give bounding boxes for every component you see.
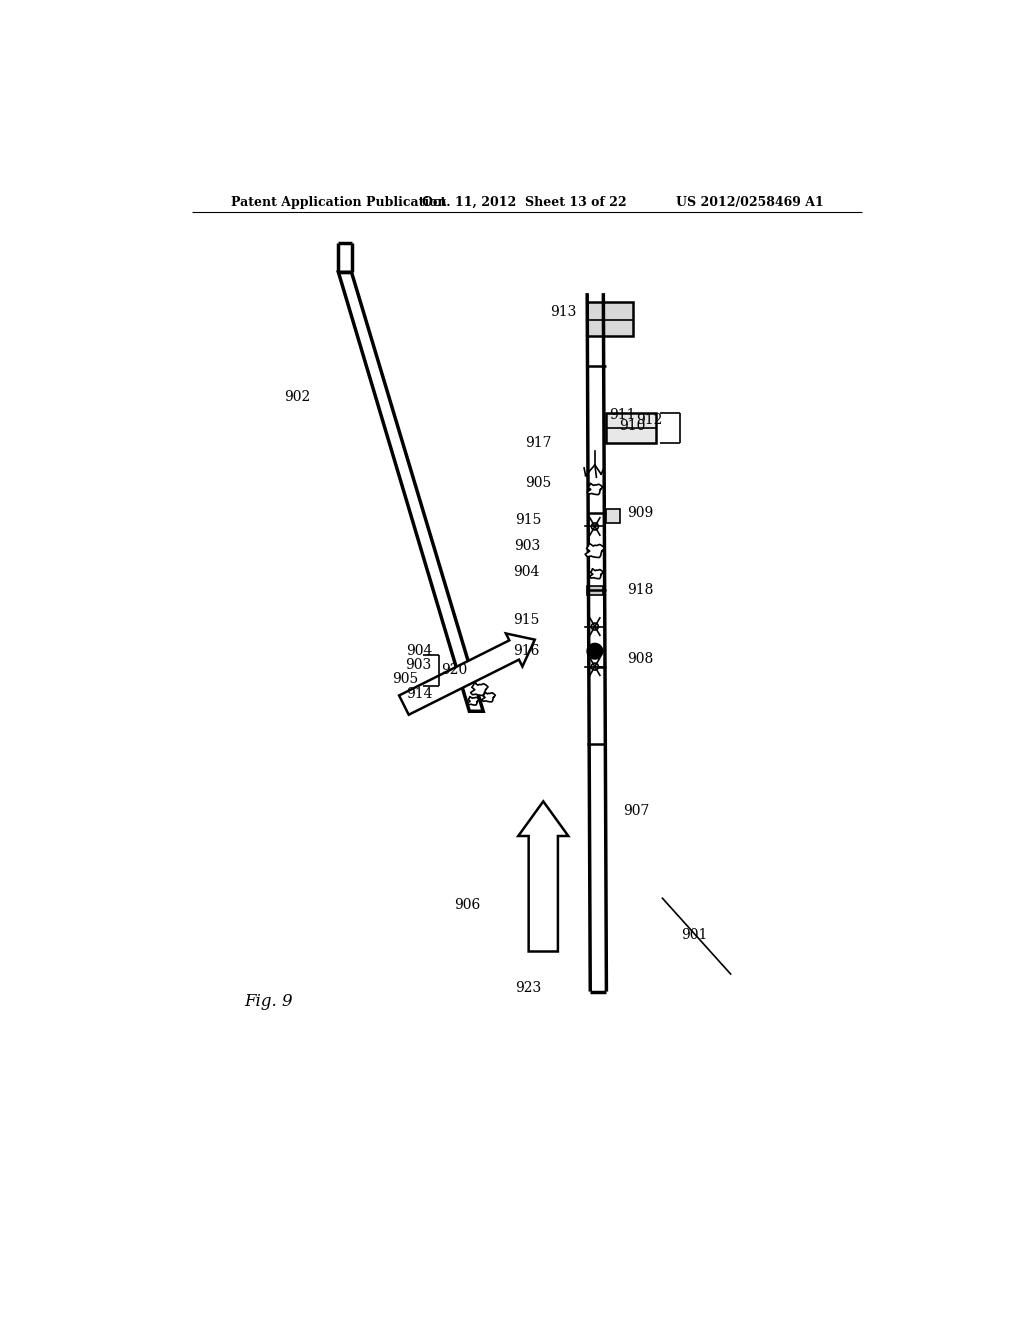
Text: 916: 916 [513, 644, 540, 659]
Polygon shape [587, 483, 602, 495]
Text: 905: 905 [392, 672, 419, 686]
Circle shape [592, 523, 598, 529]
Text: 912: 912 [637, 413, 663, 428]
Text: 901: 901 [681, 928, 708, 941]
Polygon shape [482, 692, 496, 702]
Text: 903: 903 [404, 659, 431, 672]
Text: 903: 903 [514, 539, 541, 553]
Text: 911: 911 [609, 408, 636, 422]
Text: 907: 907 [624, 804, 650, 818]
Text: US 2012/0258469 A1: US 2012/0258469 A1 [676, 195, 823, 209]
Text: 904: 904 [407, 644, 432, 659]
Text: 908: 908 [628, 652, 653, 665]
Bar [606, 413, 656, 444]
Text: 910: 910 [618, 420, 645, 433]
Text: 914: 914 [407, 686, 433, 701]
Text: 913: 913 [550, 305, 577, 319]
Circle shape [592, 623, 598, 630]
Text: 904: 904 [513, 565, 540, 579]
Bar [606, 508, 621, 523]
Text: Fig. 9: Fig. 9 [245, 993, 293, 1010]
Polygon shape [590, 569, 603, 578]
Text: 923: 923 [515, 982, 542, 995]
FancyArrow shape [399, 634, 535, 714]
Polygon shape [471, 682, 488, 696]
FancyArrow shape [518, 801, 568, 952]
Text: 917: 917 [525, 437, 552, 450]
Text: 905: 905 [524, 477, 551, 490]
Text: 915: 915 [515, 513, 542, 527]
Text: Patent Application Publication: Patent Application Publication [230, 195, 446, 209]
Text: 915: 915 [513, 614, 540, 627]
Text: 918: 918 [628, 582, 653, 597]
Circle shape [592, 663, 598, 671]
Text: 902: 902 [285, 391, 311, 404]
Polygon shape [587, 644, 602, 659]
Bar [587, 586, 603, 595]
Text: 909: 909 [628, 506, 653, 520]
Bar [587, 302, 634, 337]
Text: 920: 920 [441, 664, 467, 677]
Text: 906: 906 [454, 899, 480, 912]
Text: Oct. 11, 2012  Sheet 13 of 22: Oct. 11, 2012 Sheet 13 of 22 [423, 195, 627, 209]
Polygon shape [467, 697, 479, 705]
Polygon shape [585, 544, 604, 557]
